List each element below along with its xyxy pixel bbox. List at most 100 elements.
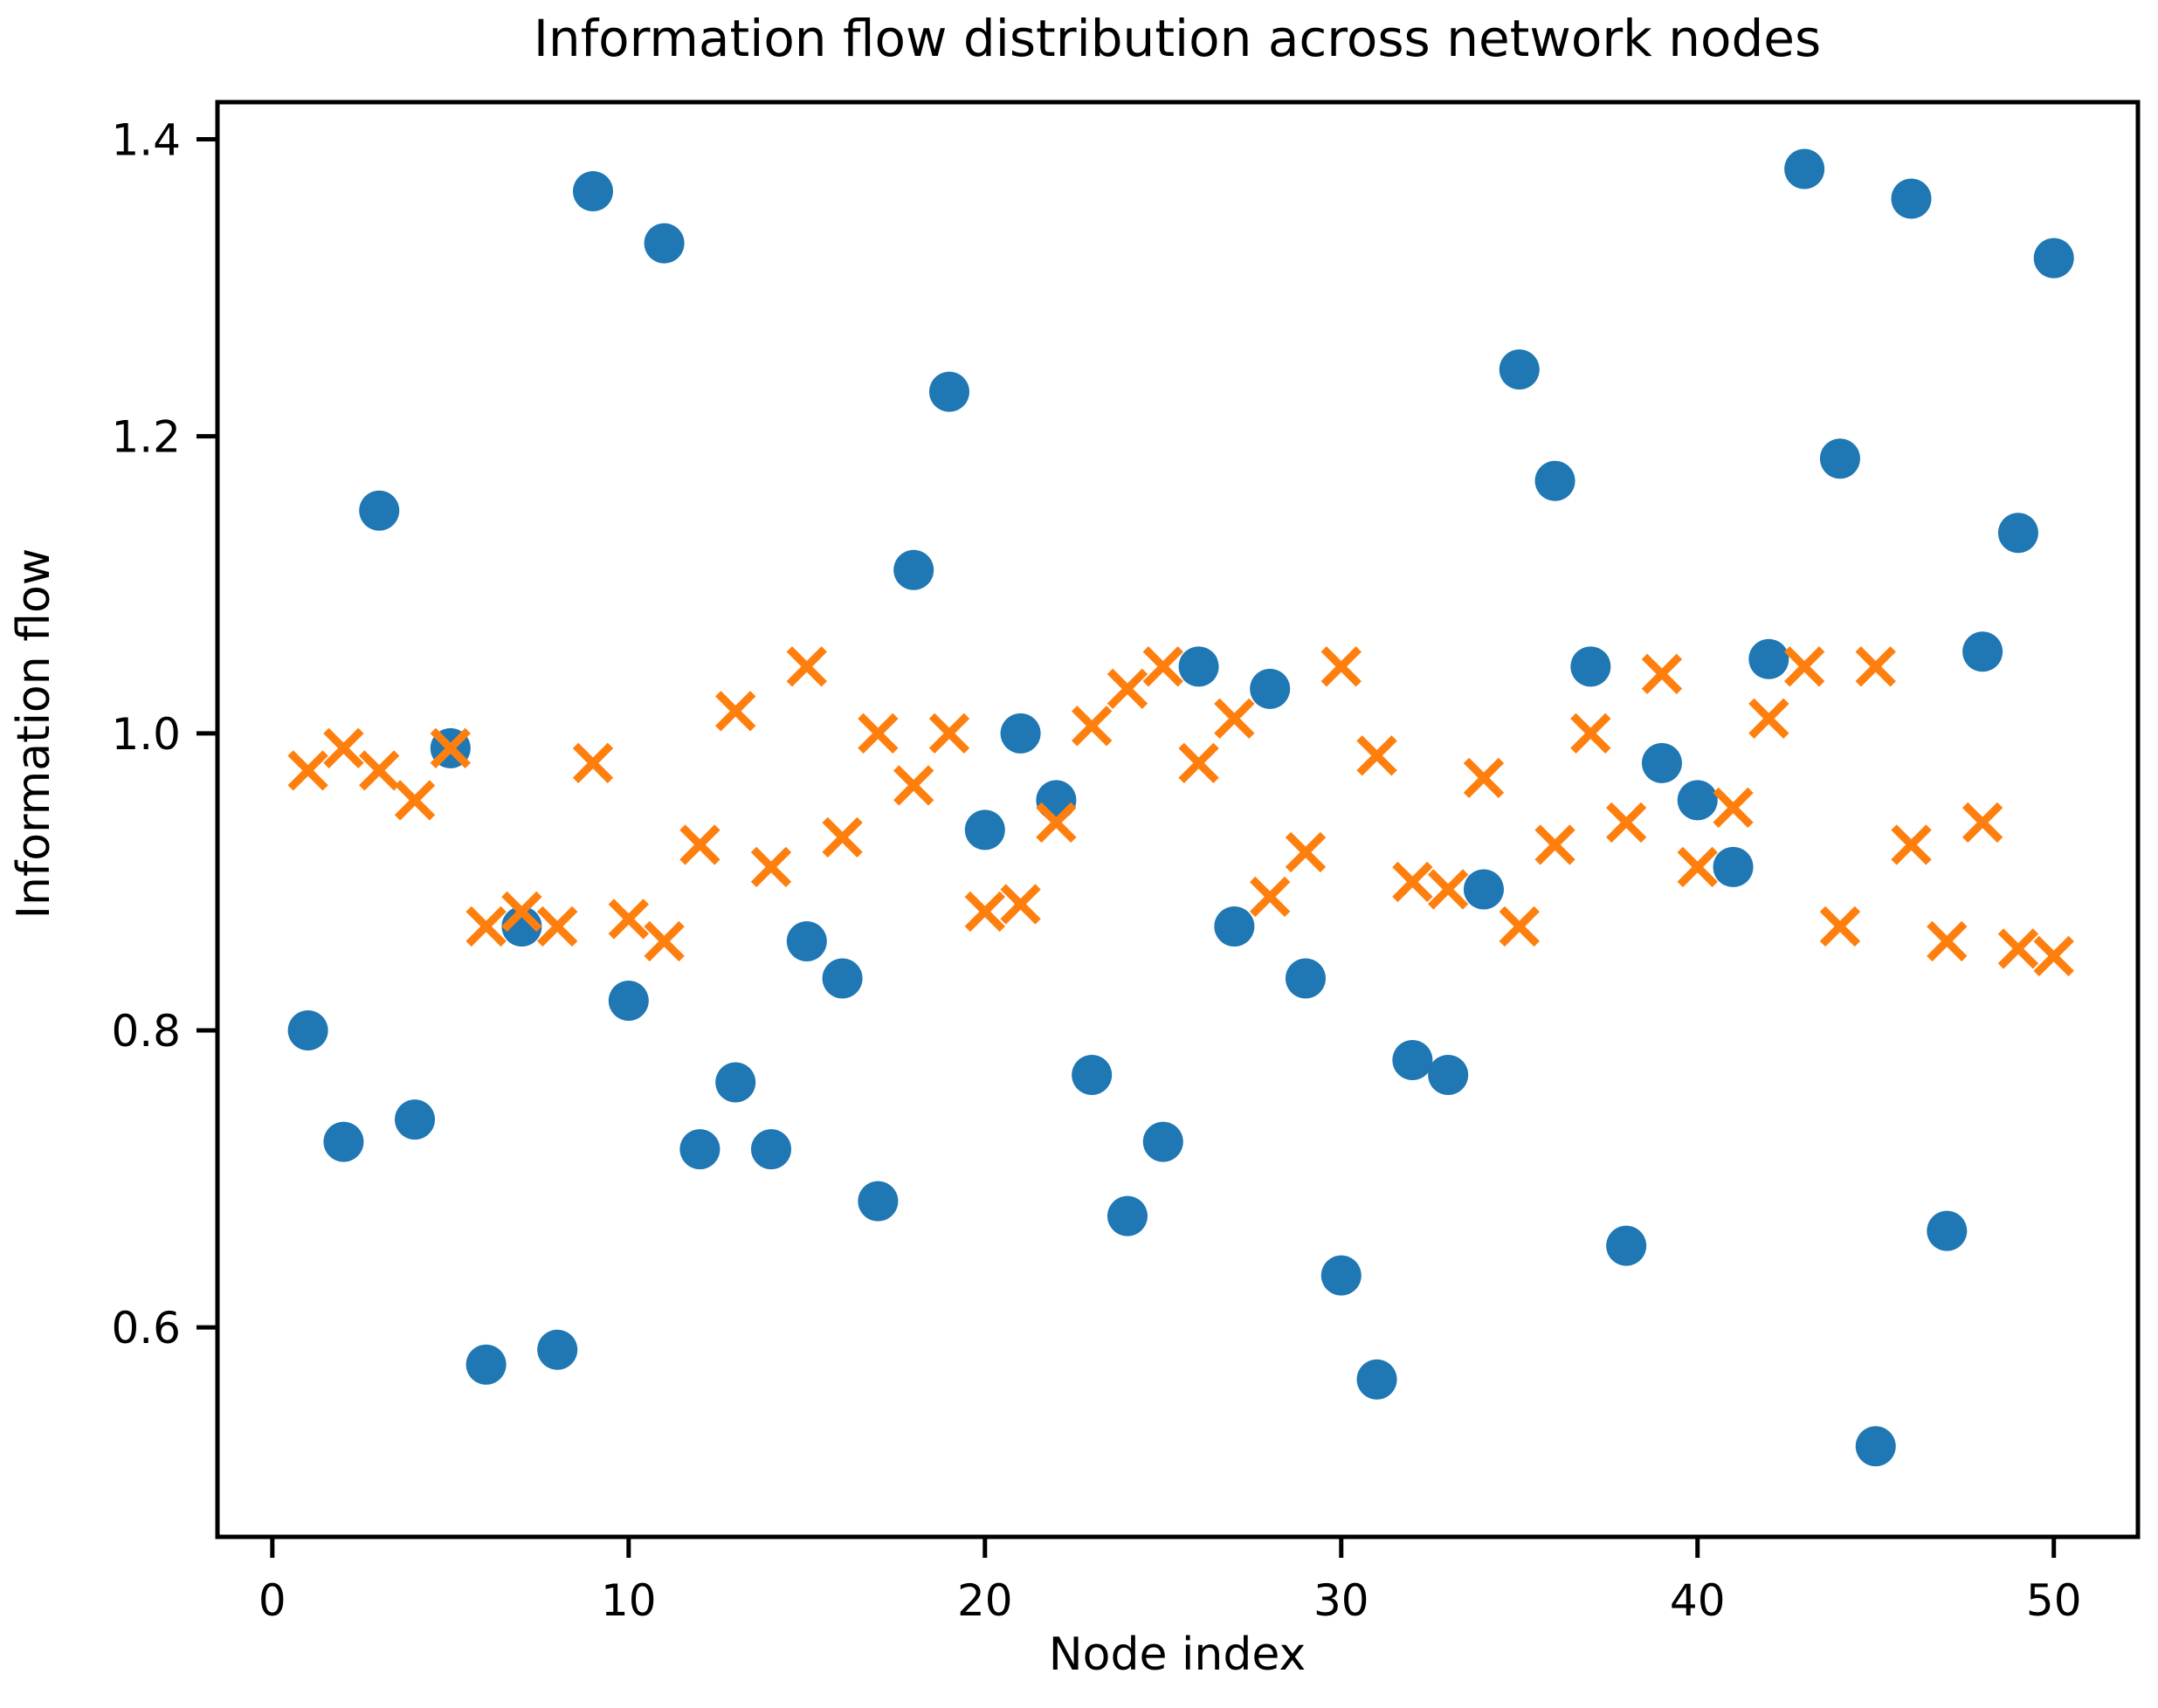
data-point-circle: [1250, 668, 1291, 709]
y-axis-ticks: 1.4 1.2 1.0 0.8 0.6: [111, 115, 217, 1353]
data-point-x: [786, 646, 827, 687]
data-point-x: [323, 727, 364, 769]
data-point-x: [1214, 698, 1255, 740]
data-point-x: [1320, 646, 1362, 687]
data-point-circle: [359, 490, 400, 531]
data-point-circle: [1534, 460, 1575, 501]
data-point-x: [1605, 802, 1647, 844]
data-point-circle: [1713, 846, 1754, 887]
data-point-circle: [1036, 780, 1077, 821]
data-point-circle: [1428, 1055, 1469, 1096]
data-point-circle: [2033, 238, 2074, 279]
data-point-circle: [1891, 178, 1932, 219]
data-point-x: [1036, 802, 1077, 844]
data-point-x: [1855, 646, 1896, 687]
data-point-x: [1392, 861, 1433, 903]
data-point-x: [1249, 876, 1291, 918]
data-point-circle: [1677, 780, 1718, 821]
data-point-circle: [1784, 148, 1825, 189]
y-tick-label: 1.0: [111, 709, 181, 760]
x-tick-label: 40: [1670, 1575, 1726, 1626]
data-point-circle: [608, 981, 649, 1022]
data-point-x: [287, 750, 328, 791]
series-circles: [287, 148, 2074, 1467]
data-point-x: [1285, 831, 1327, 873]
data-point-x: [1962, 802, 2003, 844]
data-point-circle: [1107, 1195, 1148, 1236]
data-point-x: [1071, 706, 1113, 747]
data-point-circle: [1606, 1225, 1647, 1266]
data-point-x: [1677, 846, 1718, 888]
data-point-x: [1570, 713, 1611, 754]
x-axis-label: Node index: [1049, 1629, 1307, 1681]
data-point-circle: [1819, 438, 1860, 479]
data-point-x: [893, 765, 934, 806]
x-tick-label: 0: [259, 1575, 286, 1626]
data-point-circle: [786, 920, 827, 961]
data-point-x: [644, 920, 685, 962]
data-point-x: [1819, 906, 1861, 947]
data-point-circle: [1285, 958, 1326, 999]
y-tick-label: 1.4: [111, 115, 181, 166]
data-point-circle: [1320, 1255, 1362, 1296]
data-point-x: [465, 906, 507, 947]
data-point-circle: [964, 809, 1005, 851]
data-point-x: [964, 891, 1005, 933]
y-tick-label: 0.6: [111, 1303, 181, 1353]
y-tick-label: 0.8: [111, 1006, 181, 1057]
y-tick-label: 1.2: [111, 412, 181, 463]
data-point-x: [715, 691, 756, 732]
series-crosses: [287, 646, 2074, 977]
data-point-circle: [1499, 349, 1540, 390]
y-axis-label: Information flow: [8, 548, 60, 919]
data-point-x: [1000, 884, 1041, 925]
data-point-circle: [1000, 713, 1041, 754]
data-point-circle: [1962, 631, 2003, 672]
data-point-circle: [1392, 1040, 1433, 1081]
data-point-x: [359, 750, 400, 791]
data-point-circle: [679, 1129, 720, 1170]
data-point-circle: [1570, 646, 1611, 687]
data-point-circle: [822, 958, 863, 999]
data-point-x: [928, 713, 970, 754]
data-point-x: [1641, 653, 1683, 695]
data-point-circle: [1463, 869, 1504, 910]
data-point-circle: [1178, 646, 1219, 687]
data-point-x: [1927, 920, 1968, 962]
data-point-circle: [465, 1344, 507, 1385]
data-point-x: [1499, 906, 1540, 947]
data-point-circle: [928, 371, 969, 412]
data-point-circle: [715, 1062, 756, 1103]
data-point-x: [1142, 646, 1183, 687]
chart-title: Information flow distribution across net…: [534, 9, 1821, 68]
data-point-x: [394, 780, 436, 821]
data-point-circle: [323, 1121, 364, 1162]
data-point-circle: [287, 1010, 328, 1051]
data-point-x: [608, 899, 649, 940]
data-point-x: [430, 727, 471, 769]
data-point-circle: [644, 223, 685, 264]
x-tick-label: 10: [601, 1575, 657, 1626]
data-point-x: [572, 742, 614, 784]
data-point-x: [1356, 735, 1397, 776]
data-point-x: [679, 824, 720, 865]
data-point-circle: [1927, 1210, 1968, 1251]
data-point-circle: [893, 549, 934, 590]
data-point-x: [1427, 869, 1469, 910]
data-point-x: [1534, 824, 1575, 865]
axes-spines: [215, 100, 2141, 1539]
x-tick-label: 30: [1313, 1575, 1369, 1626]
plot-border: [215, 100, 2141, 1539]
data-point-x: [1178, 742, 1219, 784]
data-point-x: [1997, 928, 2039, 969]
data-point-circle: [750, 1129, 791, 1170]
data-point-x: [1891, 824, 1932, 865]
data-point-circle: [1142, 1121, 1183, 1162]
data-point-circle: [1997, 513, 2038, 554]
data-point-circle: [573, 171, 614, 212]
data-point-circle: [1641, 742, 1682, 783]
x-tick-label: 20: [957, 1575, 1013, 1626]
x-axis-ticks: 0 10 20 30 40 50: [259, 1537, 2082, 1626]
data-point-circle: [1356, 1359, 1397, 1400]
